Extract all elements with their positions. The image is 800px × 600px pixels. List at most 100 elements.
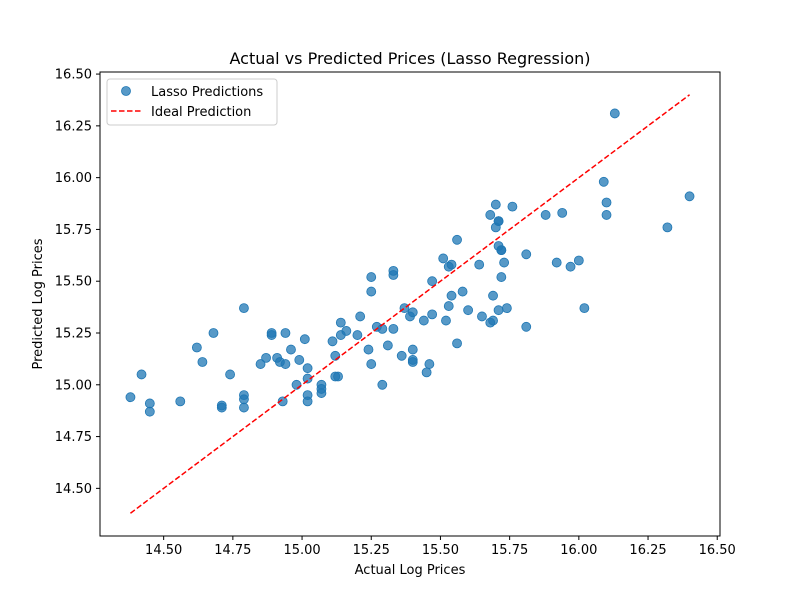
legend-label-ideal: Ideal Prediction [151, 105, 251, 120]
y-axis-label: Predicted Log Prices [31, 238, 46, 369]
legend-label-lasso: Lasso Predictions [151, 85, 263, 100]
data-point-14 [239, 402, 249, 413]
data-point-27 [299, 334, 310, 345]
data-point-69 [443, 301, 454, 311]
x-tick-label-4: 15.50 [422, 543, 459, 558]
data-point-43 [355, 311, 366, 322]
legend-marker-lasso [121, 86, 131, 96]
data-point-3 [144, 406, 155, 417]
data-point-101 [573, 255, 584, 266]
data-point-104 [601, 197, 612, 208]
y-axis: 14.50 14.75 15.00 15.25 15.50 15.75 16.00 16.25… [55, 68, 100, 497]
data-point-7 [208, 328, 219, 338]
x-tick-label-3: 15.25 [353, 543, 390, 558]
data-point-93 [501, 303, 512, 314]
data-point-18 [266, 328, 277, 338]
ideal-line-layer [129, 94, 691, 514]
data-point-102 [579, 303, 590, 314]
chart-title: Actual vs Predicted Prices (Lasso Regres… [229, 49, 590, 68]
data-point-65 [427, 309, 438, 320]
data-point-103 [598, 176, 609, 187]
x-axis: 14.50 14.75 15.00 15.25 15.50 15.75 16.00 16.25… [145, 536, 736, 558]
data-point-28 [302, 363, 313, 374]
data-point-99 [557, 207, 568, 218]
y-tick-label-3: 15.25 [55, 327, 92, 342]
data-point-25 [291, 379, 302, 390]
legend: Lasso Predictions Ideal Prediction [106, 78, 278, 126]
data-point-92 [499, 257, 510, 268]
data-point-60 [407, 357, 418, 367]
data-point-64 [424, 359, 435, 369]
data-point-75 [457, 286, 468, 297]
data-point-63 [421, 367, 432, 378]
data-point-47 [366, 272, 377, 282]
data-point-95 [521, 249, 532, 260]
x-tick-label-5: 15.75 [491, 543, 528, 558]
y-tick-label-4: 15.50 [55, 275, 92, 290]
data-point-108 [684, 191, 695, 202]
y-tick-label-2: 15.00 [55, 378, 92, 393]
data-point-96 [521, 321, 532, 332]
y-tick-label-5: 15.75 [55, 223, 92, 238]
data-point-58 [407, 307, 418, 318]
points-layer [125, 108, 695, 417]
data-point-76 [463, 305, 474, 316]
data-point-88 [493, 305, 504, 316]
data-point-82 [488, 315, 498, 326]
data-point-55 [396, 350, 407, 361]
data-point-90 [496, 245, 507, 256]
plot-frame [99, 71, 721, 537]
data-point-51 [382, 340, 393, 351]
data-point-23 [280, 359, 291, 369]
data-point-41 [341, 326, 352, 336]
data-point-73 [452, 234, 462, 245]
x-tick-label-0: 14.50 [145, 543, 182, 558]
data-point-105 [601, 210, 612, 220]
data-point-6 [197, 357, 208, 367]
data-point-66 [427, 276, 438, 287]
data-point-97 [540, 210, 551, 220]
data-point-0 [125, 392, 136, 403]
ideal-prediction-line [129, 94, 691, 514]
data-point-34 [316, 388, 327, 398]
data-point-2 [144, 398, 155, 409]
data-point-15 [255, 359, 266, 369]
data-point-100 [565, 261, 576, 272]
data-point-61 [407, 344, 418, 355]
data-point-81 [488, 290, 498, 301]
data-point-5 [191, 342, 202, 353]
data-point-79 [485, 210, 496, 220]
data-point-94 [507, 201, 518, 212]
data-point-107 [662, 222, 673, 233]
y-tick-label-8: 16.50 [55, 68, 92, 83]
data-point-77 [474, 259, 485, 270]
data-point-62 [418, 315, 429, 326]
x-tick-label-6: 16.00 [560, 543, 597, 558]
y-tick-label-0: 14.50 [55, 482, 92, 497]
data-point-106 [609, 108, 620, 119]
data-point-74 [452, 338, 462, 349]
data-point-22 [280, 328, 291, 338]
plot-area [99, 71, 721, 537]
data-point-68 [441, 315, 451, 326]
data-point-98 [551, 257, 562, 268]
y-tick-label-1: 14.75 [55, 430, 92, 445]
x-tick-label-7: 16.25 [629, 543, 666, 558]
data-point-24 [286, 344, 296, 355]
data-point-91 [496, 272, 507, 282]
data-point-16 [261, 352, 271, 363]
data-point-53 [388, 270, 399, 280]
data-point-49 [377, 379, 388, 390]
data-point-72 [446, 259, 457, 270]
x-tick-label-1: 14.75 [214, 543, 251, 558]
x-axis-label: Actual Log Prices [355, 563, 466, 578]
legend-box [106, 78, 278, 126]
data-point-13 [239, 394, 249, 405]
data-point-78 [477, 311, 487, 322]
data-point-31 [302, 396, 313, 407]
data-point-71 [446, 290, 457, 301]
data-point-67 [438, 253, 449, 264]
data-point-21 [277, 396, 288, 407]
data-point-38 [333, 371, 343, 382]
